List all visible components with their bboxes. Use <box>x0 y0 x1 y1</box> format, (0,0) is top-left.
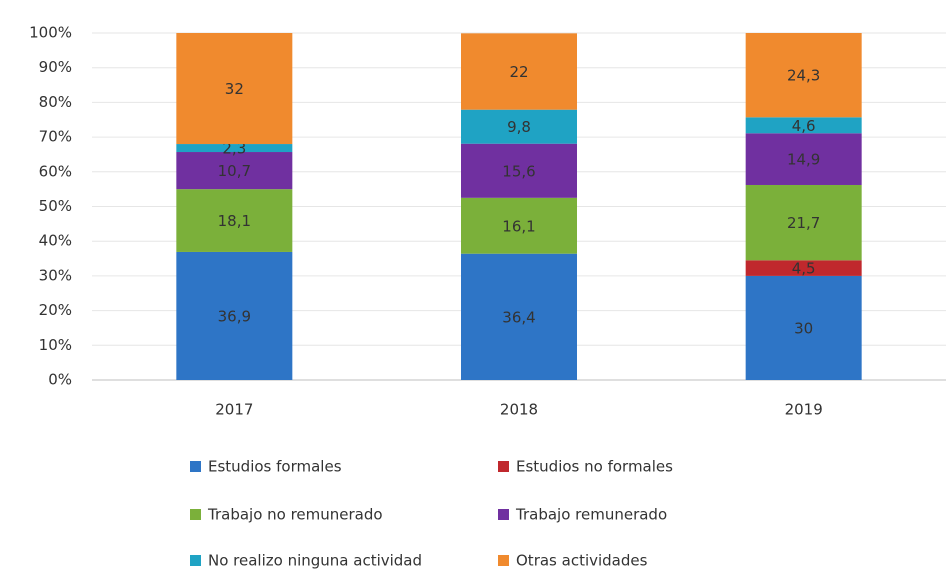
data-label: 36,4 <box>502 308 535 326</box>
data-label: 16,1 <box>502 217 535 235</box>
bar-segment <box>461 109 577 144</box>
bar-segment <box>176 251 293 380</box>
data-label: 21,7 <box>787 214 820 232</box>
y-tick-label: 60% <box>39 162 72 180</box>
y-tick-label: 100% <box>29 24 72 42</box>
y-tick-label: 20% <box>39 301 72 319</box>
y-tick-label: 50% <box>39 197 72 215</box>
legend-label: No realizo ninguna actividad <box>208 552 422 570</box>
legend-label: Trabajo remunerado <box>515 506 667 524</box>
bar-segment <box>461 143 577 198</box>
legend-label: Estudios formales <box>208 458 342 476</box>
data-label: 14,9 <box>787 151 820 169</box>
y-tick-label: 70% <box>39 128 72 146</box>
legend-swatch <box>498 509 509 520</box>
y-tick-label: 80% <box>39 93 72 111</box>
y-tick-label: 30% <box>39 266 72 284</box>
data-label: 30 <box>794 319 813 337</box>
bar-segment <box>461 253 577 380</box>
data-label: 4,5 <box>792 260 816 278</box>
bar-segment <box>176 152 293 190</box>
data-label: 4,6 <box>792 117 816 135</box>
bar-segment <box>745 260 862 276</box>
bar-segment <box>745 133 862 185</box>
data-label: 32 <box>225 80 244 98</box>
legend-label: Estudios no formales <box>516 458 673 476</box>
y-tick-label: 40% <box>39 232 72 250</box>
legend-swatch <box>190 509 201 520</box>
y-tick-label: 10% <box>39 336 72 354</box>
bar-segment <box>176 33 293 145</box>
y-tick-label: 0% <box>48 371 72 389</box>
data-label: 10,7 <box>218 162 251 180</box>
bar-segment <box>176 144 293 153</box>
y-tick-label: 90% <box>39 58 72 76</box>
bar-segment <box>745 275 862 380</box>
legend-label: Trabajo no remunerado <box>207 506 383 524</box>
bar-segment <box>745 184 862 261</box>
data-label: 18,1 <box>218 212 251 230</box>
data-label: 15,6 <box>502 162 535 180</box>
data-label: 24,3 <box>787 67 820 85</box>
bar-segment <box>176 189 293 252</box>
x-tick-label: 2017 <box>215 401 253 419</box>
data-label: 22 <box>509 63 528 81</box>
x-tick-label: 2018 <box>500 401 538 419</box>
data-label: 9,8 <box>507 118 531 136</box>
bar-segment <box>461 197 577 254</box>
legend-swatch <box>498 555 509 566</box>
legend-label: Otras actividades <box>516 552 648 570</box>
data-label: 36,9 <box>218 307 251 325</box>
legend-swatch <box>498 461 509 472</box>
bar-segment <box>461 33 577 110</box>
bar-segment <box>745 117 862 134</box>
x-tick-label: 2019 <box>785 401 823 419</box>
legend-swatch <box>190 461 201 472</box>
legend-swatch <box>190 555 201 566</box>
bar-segment <box>745 33 862 118</box>
